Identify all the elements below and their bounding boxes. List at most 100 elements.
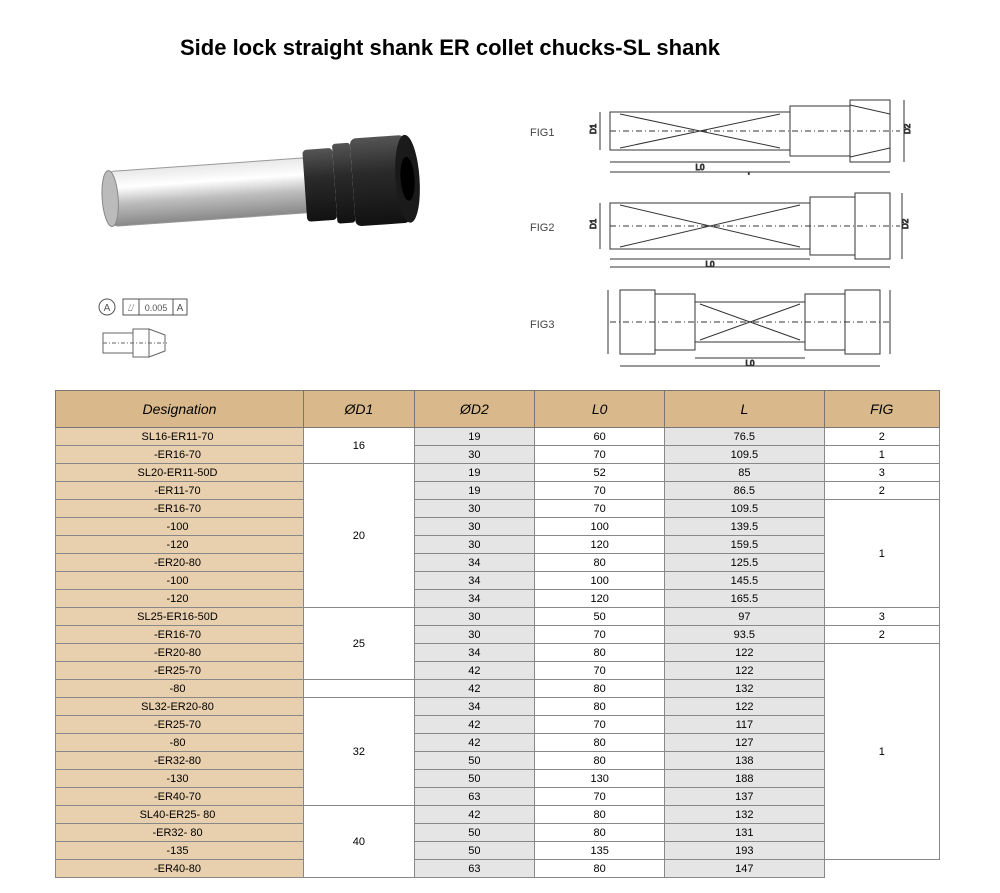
cell-designation: -120 (56, 536, 304, 554)
fig-row: FIG1 D1 D2 L0 L (530, 90, 940, 175)
table-row: -ER40-706370137 (56, 788, 940, 806)
cell-d2: 34 (414, 554, 534, 572)
table-row: -ER16-703070109.51 (56, 500, 940, 518)
svg-text:L0: L0 (746, 359, 755, 368)
svg-text:⌰: ⌰ (128, 303, 135, 314)
cell-designation: SL25-ER16-50D (56, 608, 304, 626)
cell-l0: 120 (535, 590, 665, 608)
cell-d2: 30 (414, 608, 534, 626)
cell-d2: 34 (414, 698, 534, 716)
cell-designation: SL20-ER11-50D (56, 464, 304, 482)
fig1-label: FIG1 (530, 127, 570, 139)
table-row: SL25-ER16-50D253050973 (56, 608, 940, 626)
cell-l: 76.5 (665, 428, 824, 446)
cell-l: 147 (665, 860, 824, 878)
cell-d1: 25 (304, 608, 415, 680)
table-row: -ER25-704270122 (56, 662, 940, 680)
cell-d2: 30 (414, 500, 534, 518)
cell-d2: 50 (414, 824, 534, 842)
cell-designation: -ER11-70 (56, 482, 304, 500)
fig3-svg: L0 (570, 280, 940, 370)
cell-d2: 19 (414, 482, 534, 500)
cell-designation: -ER16-70 (56, 446, 304, 464)
cell-fig: 2 (824, 626, 939, 644)
cell-l0: 70 (535, 662, 665, 680)
cell-designation: -100 (56, 572, 304, 590)
table-row: -13050130188 (56, 770, 940, 788)
cell-designation: -130 (56, 770, 304, 788)
cell-designation: -ER40-80 (56, 860, 304, 878)
cell-designation: -ER32-80 (56, 752, 304, 770)
cell-l: 122 (665, 644, 824, 662)
cell-d2: 34 (414, 590, 534, 608)
cell-d2: 42 (414, 662, 534, 680)
table-row: -ER32- 805080131 (56, 824, 940, 842)
svg-text:L0: L0 (706, 260, 715, 269)
cell-l0: 70 (535, 716, 665, 734)
cell-l: 117 (665, 716, 824, 734)
col-header-d2: ØD2 (414, 391, 534, 428)
cell-designation: -135 (56, 842, 304, 860)
cell-l: 165.5 (665, 590, 824, 608)
cell-designation: -ER25-70 (56, 716, 304, 734)
cell-l0: 70 (535, 788, 665, 806)
col-header-designation: Designation (56, 391, 304, 428)
cell-l0: 70 (535, 482, 665, 500)
cell-l: 188 (665, 770, 824, 788)
cell-l: 122 (665, 698, 824, 716)
cell-l0: 130 (535, 770, 665, 788)
cell-l0: 80 (535, 824, 665, 842)
table-row: -13550135193 (56, 842, 940, 860)
cell-designation: -ER20-80 (56, 554, 304, 572)
svg-text:A: A (177, 303, 184, 314)
fig2-svg: D1 D2 L0 (570, 185, 940, 270)
cell-designation: SL32-ER20-80 (56, 698, 304, 716)
cell-l: 109.5 (665, 500, 824, 518)
cell-l: 93.5 (665, 626, 824, 644)
cell-l: 122 (665, 662, 824, 680)
table-row: -804280127 (56, 734, 940, 752)
svg-text:D1: D1 (589, 218, 598, 229)
svg-text:L0: L0 (696, 163, 705, 172)
cell-l: 85 (665, 464, 824, 482)
svg-text:D1: D1 (589, 123, 598, 134)
cell-fig: 1 (824, 446, 939, 464)
table-row: -ER16-703070109.51 (56, 446, 940, 464)
cell-d1: 40 (304, 806, 415, 878)
cell-l: 109.5 (665, 446, 824, 464)
cell-l: 97 (665, 608, 824, 626)
product-photo (90, 110, 460, 270)
cell-designation: SL16-ER11-70 (56, 428, 304, 446)
table-row: -804280132 (56, 680, 940, 698)
cell-l: 193 (665, 842, 824, 860)
tolerance-callout: A ⌰ 0.005 A (95, 295, 245, 365)
cell-designation: -120 (56, 590, 304, 608)
cell-fig: 2 (824, 428, 939, 446)
cell-d2: 50 (414, 842, 534, 860)
page-title: Side lock straight shank ER collet chuck… (180, 35, 720, 61)
col-header-l0: L0 (535, 391, 665, 428)
cell-fig: 1 (824, 644, 939, 860)
cell-d2: 63 (414, 860, 534, 878)
cell-l: 132 (665, 680, 824, 698)
table-row: -ER32-805080138 (56, 752, 940, 770)
cell-d2: 42 (414, 806, 534, 824)
cell-l0: 80 (535, 734, 665, 752)
table-row: -ER20-8034801221 (56, 644, 940, 662)
page: Side lock straight shank ER collet chuck… (0, 0, 1000, 893)
cell-l: 86.5 (665, 482, 824, 500)
table-row: -12030120159.5 (56, 536, 940, 554)
cell-d2: 50 (414, 752, 534, 770)
cell-designation: -ER32- 80 (56, 824, 304, 842)
table-row: SL40-ER25- 80404280132 (56, 806, 940, 824)
cell-d1 (304, 680, 415, 698)
table-row: -ER20-803480125.5 (56, 554, 940, 572)
col-header-fig: FIG (824, 391, 939, 428)
cell-d1: 20 (304, 464, 415, 608)
svg-text:0.005: 0.005 (145, 303, 168, 313)
cell-designation: -ER40-70 (56, 788, 304, 806)
table-row: -ER25-704270117 (56, 716, 940, 734)
cell-l0: 80 (535, 554, 665, 572)
cell-l: 138 (665, 752, 824, 770)
fig-row: FIG3 L0 (530, 280, 940, 370)
